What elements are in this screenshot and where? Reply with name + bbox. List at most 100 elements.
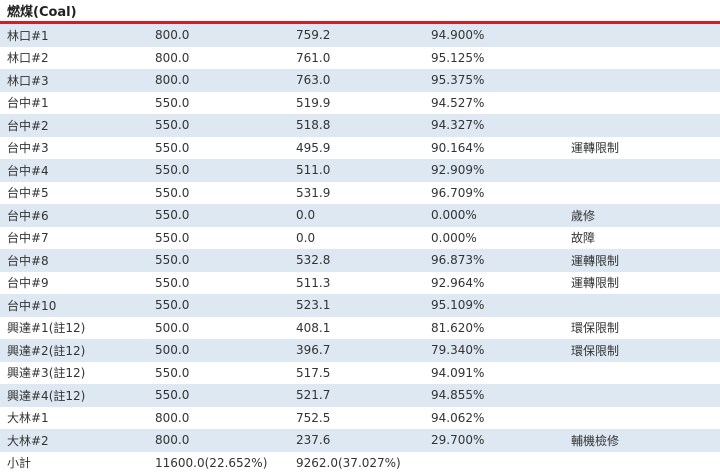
ratio-cell: 81.620% bbox=[431, 316, 571, 339]
capacity-cell: 550.0 bbox=[147, 384, 296, 407]
output-cell: 761.0 bbox=[296, 46, 431, 69]
note-cell bbox=[571, 114, 720, 137]
capacity-cell: 500.0 bbox=[147, 339, 296, 362]
unit-name-cell: 台中#6 bbox=[0, 204, 147, 227]
unit-name-cell: 興達#1(註12) bbox=[0, 316, 147, 339]
capacity-cell: 550.0 bbox=[147, 294, 296, 317]
note-cell bbox=[571, 406, 720, 429]
table-row: 大林#2 800.0 237.6 29.700% 輔機檢修 bbox=[0, 429, 720, 452]
capacity-cell: 800.0 bbox=[147, 69, 296, 92]
capacity-cell: 500.0 bbox=[147, 316, 296, 339]
empty-cell bbox=[571, 451, 720, 474]
output-cell: 408.1 bbox=[296, 316, 431, 339]
subtotal-row: 小計 11600.0(22.652%) 9262.0(37.027%) bbox=[0, 451, 720, 474]
note-cell: 故障 bbox=[571, 226, 720, 249]
capacity-cell: 550.0 bbox=[147, 204, 296, 227]
ratio-cell: 95.125% bbox=[431, 46, 571, 69]
table-row: 台中#8 550.0 532.8 96.873% 運轉限制 bbox=[0, 249, 720, 272]
table-row: 台中#1 550.0 519.9 94.527% bbox=[0, 91, 720, 114]
unit-name-cell: 台中#4 bbox=[0, 159, 147, 182]
note-cell bbox=[571, 91, 720, 114]
note-cell bbox=[571, 46, 720, 69]
ratio-cell: 92.964% bbox=[431, 271, 571, 294]
subtotal-capacity: 11600.0(22.652%) bbox=[147, 451, 296, 474]
table-row: 台中#10 550.0 523.1 95.109% bbox=[0, 294, 720, 317]
table-row: 台中#2 550.0 518.8 94.327% bbox=[0, 114, 720, 137]
note-cell bbox=[571, 361, 720, 384]
ratio-cell: 79.340% bbox=[431, 339, 571, 362]
ratio-cell: 90.164% bbox=[431, 136, 571, 159]
note-cell bbox=[571, 24, 720, 47]
output-cell: 0.0 bbox=[296, 204, 431, 227]
table-row: 台中#5 550.0 531.9 96.709% bbox=[0, 181, 720, 204]
output-cell: 0.0 bbox=[296, 226, 431, 249]
table-row: 台中#9 550.0 511.3 92.964% 運轉限制 bbox=[0, 271, 720, 294]
note-cell: 環保限制 bbox=[571, 316, 720, 339]
unit-name-cell: 台中#3 bbox=[0, 136, 147, 159]
capacity-cell: 550.0 bbox=[147, 91, 296, 114]
note-cell bbox=[571, 384, 720, 407]
ratio-cell: 94.527% bbox=[431, 91, 571, 114]
ratio-cell: 94.062% bbox=[431, 406, 571, 429]
table-row: 興達#3(註12) 550.0 517.5 94.091% bbox=[0, 361, 720, 384]
subtotal-label: 小計 bbox=[0, 451, 147, 474]
ratio-cell: 96.873% bbox=[431, 249, 571, 272]
output-cell: 763.0 bbox=[296, 69, 431, 92]
ratio-cell: 29.700% bbox=[431, 429, 571, 452]
capacity-cell: 800.0 bbox=[147, 24, 296, 47]
ratio-cell: 94.327% bbox=[431, 114, 571, 137]
capacity-cell: 550.0 bbox=[147, 114, 296, 137]
capacity-cell: 550.0 bbox=[147, 249, 296, 272]
table-row: 興達#4(註12) 550.0 521.7 94.855% bbox=[0, 384, 720, 407]
output-cell: 523.1 bbox=[296, 294, 431, 317]
output-cell: 396.7 bbox=[296, 339, 431, 362]
output-cell: 531.9 bbox=[296, 181, 431, 204]
section-title: 燃煤(Coal) bbox=[0, 0, 720, 24]
coal-generation-table: 林口#1 800.0 759.2 94.900% 林口#2 800.0 761.0 95.12… bbox=[0, 24, 720, 474]
unit-name-cell: 台中#8 bbox=[0, 249, 147, 272]
ratio-cell: 92.909% bbox=[431, 159, 571, 182]
unit-name-cell: 台中#9 bbox=[0, 271, 147, 294]
unit-name-cell: 興達#3(註12) bbox=[0, 361, 147, 384]
ratio-cell: 94.855% bbox=[431, 384, 571, 407]
output-cell: 511.3 bbox=[296, 271, 431, 294]
note-cell: 運轉限制 bbox=[571, 271, 720, 294]
capacity-cell: 550.0 bbox=[147, 181, 296, 204]
empty-cell bbox=[431, 451, 571, 474]
capacity-cell: 550.0 bbox=[147, 361, 296, 384]
note-cell: 運轉限制 bbox=[571, 136, 720, 159]
unit-name-cell: 林口#3 bbox=[0, 69, 147, 92]
note-cell: 環保限制 bbox=[571, 339, 720, 362]
output-cell: 519.9 bbox=[296, 91, 431, 114]
ratio-cell: 94.900% bbox=[431, 24, 571, 47]
output-cell: 517.5 bbox=[296, 361, 431, 384]
output-cell: 532.8 bbox=[296, 249, 431, 272]
unit-name-cell: 興達#2(註12) bbox=[0, 339, 147, 362]
table-row: 林口#1 800.0 759.2 94.900% bbox=[0, 24, 720, 47]
unit-name-cell: 台中#7 bbox=[0, 226, 147, 249]
subtotal-output: 9262.0(37.027%) bbox=[296, 451, 431, 474]
section-title-text: 燃煤(Coal) bbox=[7, 5, 77, 20]
note-cell: 輔機檢修 bbox=[571, 429, 720, 452]
ratio-cell: 0.000% bbox=[431, 226, 571, 249]
output-cell: 511.0 bbox=[296, 159, 431, 182]
unit-name-cell: 台中#2 bbox=[0, 114, 147, 137]
unit-name-cell: 林口#1 bbox=[0, 24, 147, 47]
unit-name-cell: 大林#1 bbox=[0, 406, 147, 429]
note-cell: 歲修 bbox=[571, 204, 720, 227]
note-cell: 運轉限制 bbox=[571, 249, 720, 272]
ratio-cell: 94.091% bbox=[431, 361, 571, 384]
table-row: 興達#1(註12) 500.0 408.1 81.620% 環保限制 bbox=[0, 316, 720, 339]
capacity-cell: 550.0 bbox=[147, 226, 296, 249]
output-cell: 237.6 bbox=[296, 429, 431, 452]
note-cell bbox=[571, 69, 720, 92]
ratio-cell: 95.375% bbox=[431, 69, 571, 92]
unit-name-cell: 台中#10 bbox=[0, 294, 147, 317]
capacity-cell: 800.0 bbox=[147, 46, 296, 69]
output-cell: 518.8 bbox=[296, 114, 431, 137]
note-cell bbox=[571, 294, 720, 317]
unit-name-cell: 台中#1 bbox=[0, 91, 147, 114]
table-row: 大林#1 800.0 752.5 94.062% bbox=[0, 406, 720, 429]
output-cell: 495.9 bbox=[296, 136, 431, 159]
table-row: 台中#6 550.0 0.0 0.000% 歲修 bbox=[0, 204, 720, 227]
